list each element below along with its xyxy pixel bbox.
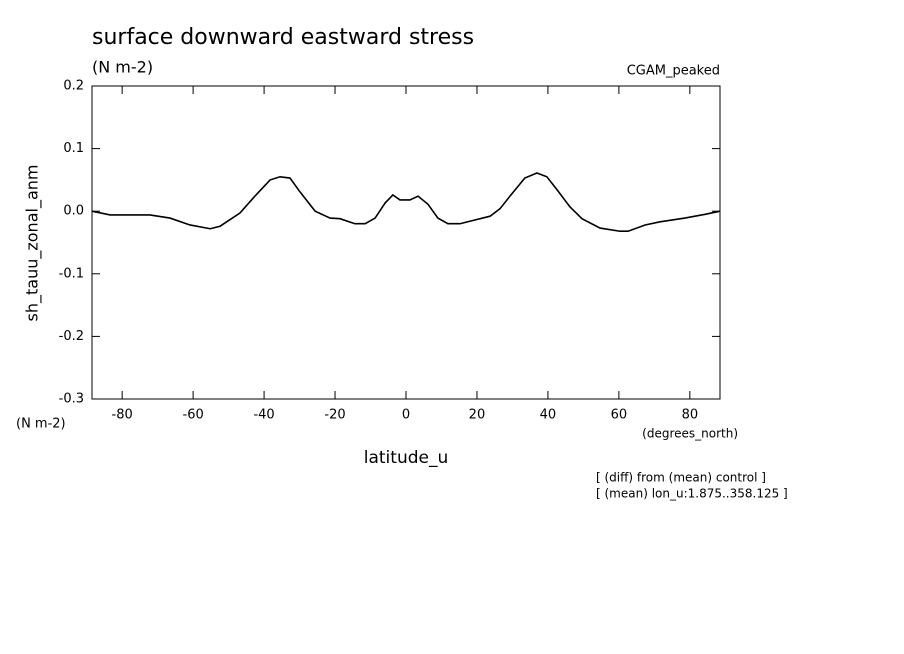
plot-frame <box>91 85 721 400</box>
footnote: [ (mean) lon_u:1.875..358.125 ] <box>596 487 788 501</box>
x-tick-label: 40 <box>540 408 557 423</box>
y-tick-label: 0.0 <box>63 204 84 219</box>
x-tick-label: -40 <box>253 408 274 423</box>
x-units: (degrees_north) <box>642 427 738 441</box>
y-tick-label: -0.2 <box>59 329 84 344</box>
y-tick-label: -0.1 <box>59 266 84 281</box>
chart-title: surface downward eastward stress <box>92 25 474 50</box>
x-tick-label: 60 <box>611 408 628 423</box>
x-tick-label: 20 <box>469 408 486 423</box>
chart-subtitle: (N m-2) <box>92 58 153 77</box>
x-tick-label: 0 <box>402 408 410 423</box>
x-tick-label: -20 <box>324 408 345 423</box>
dataset-label: CGAM_peaked <box>627 64 720 79</box>
x-tick-label: -60 <box>183 408 204 423</box>
data-line <box>91 172 721 233</box>
footnote: [ (diff) from (mean) control ] <box>596 471 766 485</box>
x-tick-label: -80 <box>112 408 133 423</box>
y-axis-label: sh_tauu_zonal_anm <box>23 165 43 322</box>
x-tick-label: 80 <box>682 408 699 423</box>
y-tick-label: 0.2 <box>63 79 84 94</box>
y-tick-label: 0.1 <box>63 141 84 156</box>
x-axis-label: latitude_u <box>364 448 449 468</box>
y-units: (N m-2) <box>16 417 66 432</box>
y-tick-label: -0.3 <box>59 392 84 407</box>
